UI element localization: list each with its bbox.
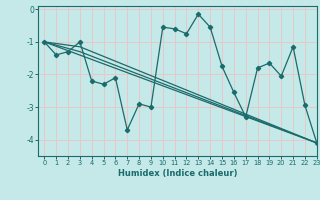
X-axis label: Humidex (Indice chaleur): Humidex (Indice chaleur) bbox=[118, 169, 237, 178]
